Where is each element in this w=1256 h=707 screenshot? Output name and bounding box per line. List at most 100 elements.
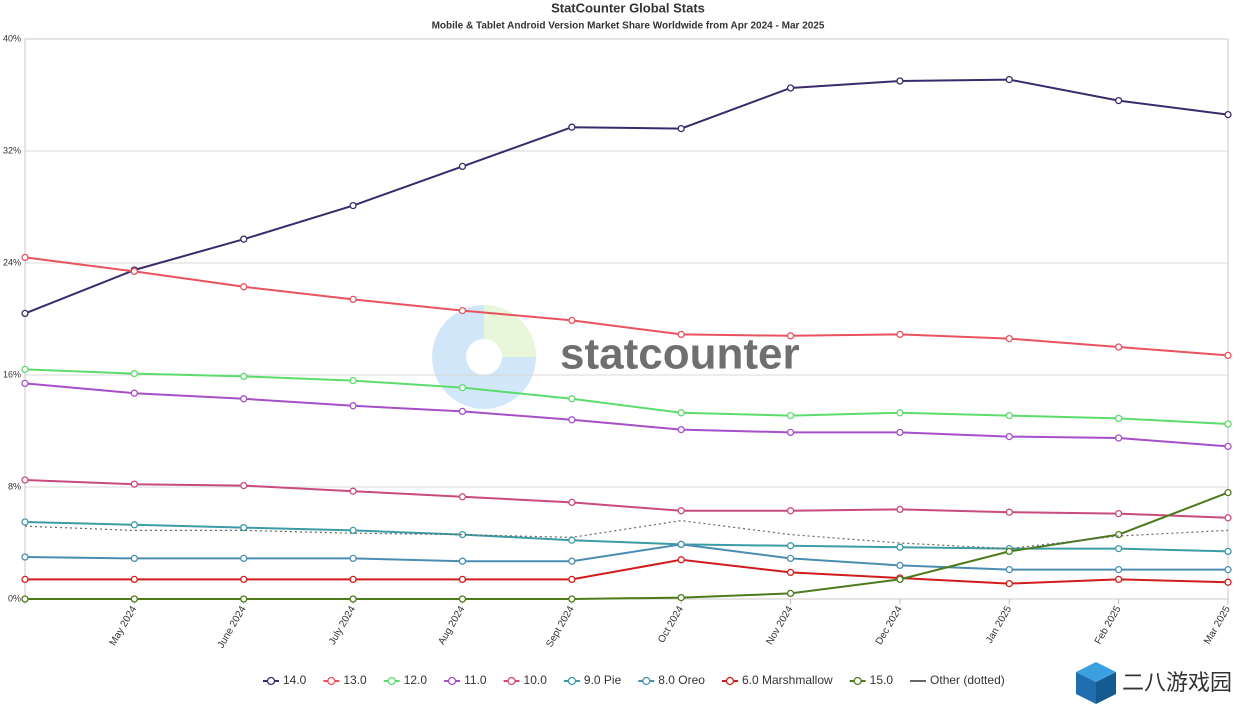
x-tick-label: Feb 2025 (1093, 604, 1124, 646)
data-point (677, 507, 685, 515)
legend-item: 15.0 (849, 673, 894, 687)
data-point (896, 428, 904, 437)
legend-label: 13.0 (343, 673, 367, 687)
data-point (896, 77, 904, 85)
data-point (896, 543, 904, 551)
data-point (458, 493, 467, 501)
data-point (1224, 547, 1232, 556)
data-point (1114, 96, 1123, 105)
data-point (786, 332, 795, 340)
data-point (1224, 565, 1232, 574)
legend-item: 13.0 (323, 673, 367, 687)
watermark-hole (466, 339, 502, 375)
legend-item: 14.0 (263, 673, 307, 687)
chart-subtitle: Mobile & Tablet Android Version Market S… (432, 21, 825, 32)
data-point (786, 542, 795, 550)
series-line (25, 491, 1229, 600)
series (21, 488, 1232, 603)
legend-marker (327, 676, 336, 686)
legend-marker (853, 676, 862, 686)
data-point (349, 201, 357, 210)
data-point (568, 395, 576, 403)
data-point (349, 376, 357, 385)
data-point (458, 407, 467, 416)
data-point (677, 593, 685, 602)
data-point (896, 505, 904, 514)
data-point (130, 480, 139, 488)
data-point (1114, 434, 1123, 442)
data-point (130, 575, 139, 584)
data-point (677, 540, 685, 549)
data-point (1005, 547, 1013, 556)
data-point (568, 498, 576, 507)
data-point (1114, 575, 1123, 584)
data-point (568, 416, 576, 424)
series-line (24, 543, 1228, 571)
data-point (130, 267, 139, 276)
watermark-wedge (484, 305, 536, 357)
series-line (24, 368, 1229, 425)
cube-right (1096, 672, 1116, 704)
y-tick-label: 24% (3, 257, 21, 267)
data-point (130, 521, 139, 529)
data-point (130, 554, 139, 563)
y-tick-label: 0% (8, 593, 21, 603)
data-point (21, 309, 29, 318)
series-line (24, 78, 1229, 315)
plot-border (24, 38, 1229, 600)
cube-left (1076, 672, 1096, 704)
data-point (21, 575, 29, 584)
data-point (21, 595, 29, 603)
legend-item: 12.0 (383, 673, 427, 687)
data-point (1005, 75, 1013, 84)
data-point (1224, 110, 1232, 119)
series-line (24, 521, 1229, 553)
legend-marker (642, 676, 651, 686)
legend-marker (387, 676, 396, 686)
data-point (786, 507, 795, 515)
legend-item: 10.0 (503, 673, 548, 687)
data-point (130, 389, 139, 397)
data-point (1005, 411, 1013, 420)
y-tick-label: 16% (3, 369, 21, 379)
series (21, 518, 1232, 556)
data-point (1114, 530, 1123, 539)
data-point (1224, 420, 1232, 428)
legend-item: Other (dotted) (910, 673, 1005, 687)
legend-label: 8.0 Oreo (658, 673, 705, 687)
data-point (349, 295, 357, 304)
series-line (24, 382, 1229, 448)
legend-label: 15.0 (870, 673, 894, 687)
legend-label: Other (dotted) (930, 673, 1005, 687)
data-point (1224, 578, 1232, 586)
data-point (568, 575, 576, 584)
data-point (896, 330, 904, 339)
y-tick-label: 32% (3, 145, 21, 155)
data-point (786, 554, 795, 563)
series (21, 365, 1232, 428)
data-point (1114, 414, 1123, 423)
legend-marker (507, 676, 516, 686)
data-point (1114, 565, 1123, 574)
data-point (349, 402, 357, 410)
data-point (21, 553, 29, 561)
x-tick-label: Mar 2025 (1202, 604, 1233, 646)
data-point (1224, 351, 1232, 360)
legend-label: 10.0 (524, 673, 548, 687)
data-point (1114, 544, 1123, 553)
data-point (677, 409, 685, 417)
corner-logo (1076, 662, 1116, 704)
x-tick-label: Jan 2025 (984, 604, 1014, 646)
series-line (25, 558, 1229, 585)
legend-marker (447, 676, 457, 686)
x-tick-label: Dec 2024 (874, 604, 905, 647)
data-point (568, 123, 576, 131)
data-point (568, 316, 576, 325)
data-point (240, 372, 248, 381)
data-point (21, 379, 29, 388)
legend-item: 11.0 (444, 673, 487, 687)
data-point (240, 595, 248, 603)
data-point (677, 556, 685, 564)
y-tick-label: 8% (8, 481, 21, 491)
